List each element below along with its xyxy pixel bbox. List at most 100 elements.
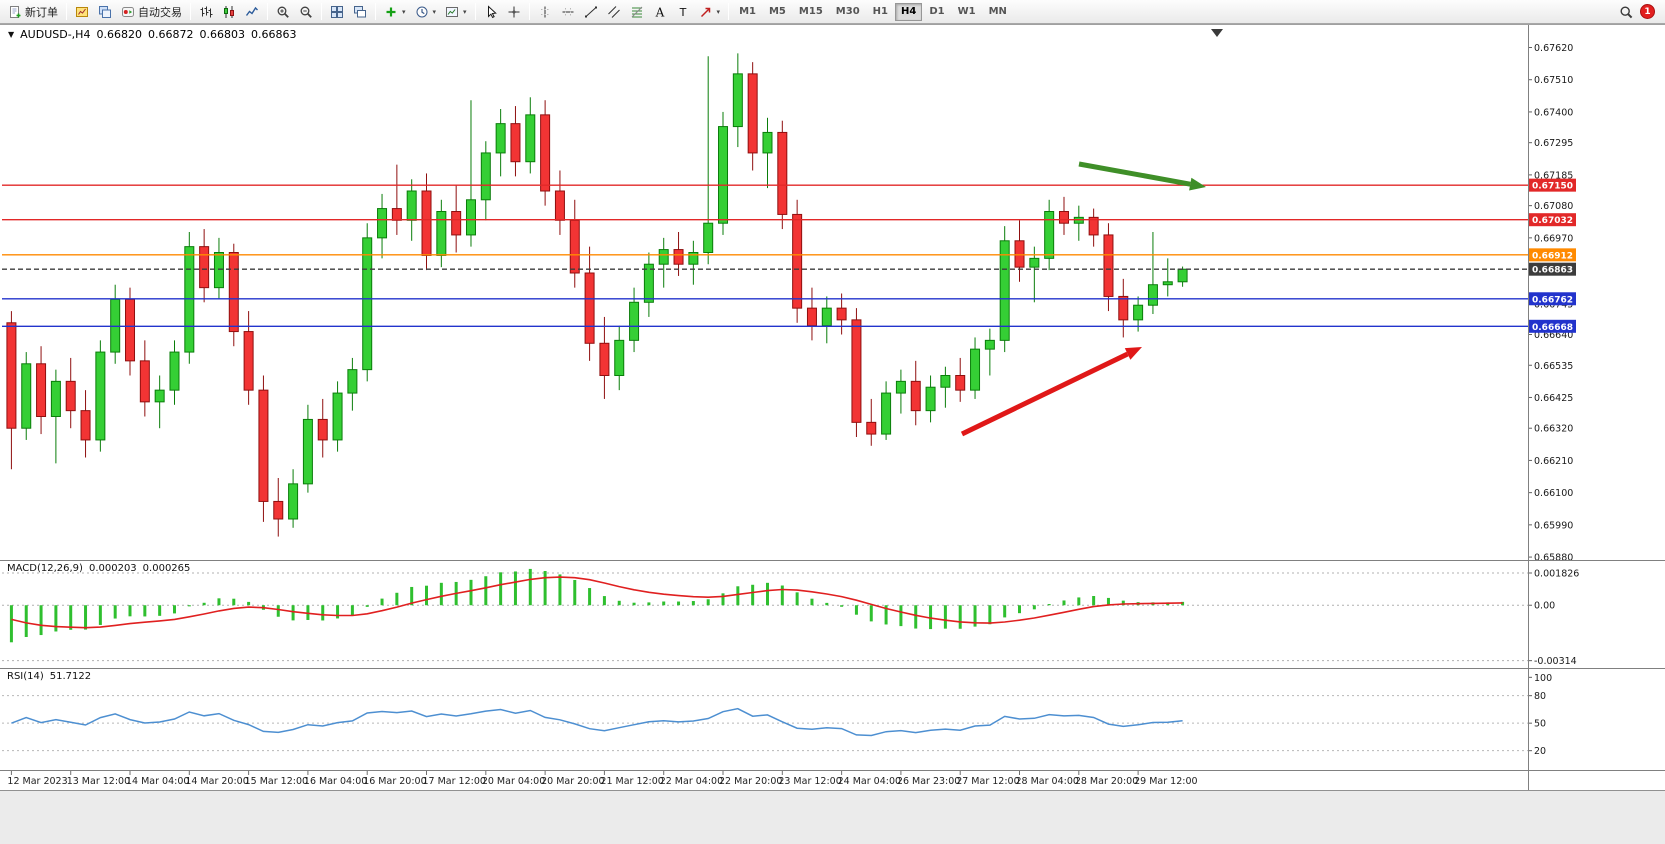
candle[interactable] bbox=[317, 398, 328, 458]
candle[interactable] bbox=[80, 390, 91, 458]
candle[interactable] bbox=[525, 97, 536, 174]
candle[interactable] bbox=[391, 164, 402, 235]
candle[interactable] bbox=[406, 179, 417, 241]
candle[interactable] bbox=[1103, 223, 1114, 312]
candle[interactable] bbox=[184, 232, 195, 364]
candle[interactable] bbox=[940, 366, 951, 408]
candle[interactable] bbox=[999, 226, 1010, 353]
zoom-in-button[interactable] bbox=[272, 2, 294, 22]
profiles-button[interactable] bbox=[94, 2, 116, 22]
candle[interactable] bbox=[243, 311, 254, 405]
candle[interactable] bbox=[614, 325, 625, 391]
macd-pane[interactable]: 0.001826 0.00 -0.00314 bbox=[2, 569, 1579, 668]
chart-shift-marker[interactable] bbox=[1211, 29, 1223, 37]
timeframe-h1[interactable]: H1 bbox=[872, 6, 888, 17]
timeframe-m15[interactable]: M15 bbox=[798, 6, 823, 17]
candle[interactable] bbox=[451, 185, 462, 253]
candle[interactable] bbox=[1162, 258, 1173, 297]
periods-dropdown-arrow[interactable]: ▾ bbox=[432, 7, 437, 16]
candle[interactable] bbox=[480, 141, 491, 221]
symbol-search-button[interactable] bbox=[1615, 2, 1637, 22]
autotrading-button[interactable]: 自动交易 bbox=[117, 2, 186, 22]
candle[interactable] bbox=[910, 360, 921, 426]
timeframe-h4[interactable]: H4 bbox=[894, 2, 923, 21]
candle[interactable] bbox=[984, 328, 995, 376]
price-line-tag[interactable]: 0.66668 bbox=[1529, 319, 1576, 333]
candle[interactable] bbox=[1073, 205, 1084, 241]
candle[interactable] bbox=[881, 381, 892, 440]
candle[interactable] bbox=[510, 106, 521, 177]
green-trend-arrow[interactable] bbox=[1078, 161, 1206, 191]
candle[interactable] bbox=[1118, 278, 1129, 338]
candle[interactable] bbox=[110, 284, 121, 364]
price-lines[interactable]: 0.67150 0.67032 0.66912 0.66863 0.66762 0.666… bbox=[2, 178, 1576, 333]
candle[interactable] bbox=[436, 199, 447, 268]
vertical-line-button[interactable] bbox=[534, 2, 556, 22]
indicators-button[interactable]: ▾ bbox=[380, 2, 410, 22]
candle[interactable] bbox=[925, 375, 936, 423]
red-trend-arrow[interactable] bbox=[960, 347, 1142, 437]
candle[interactable] bbox=[792, 199, 803, 323]
candle[interactable] bbox=[777, 120, 788, 230]
candle[interactable] bbox=[762, 117, 773, 189]
candle[interactable] bbox=[732, 53, 743, 148]
rsi-pane[interactable]: 100 80 50 20 bbox=[2, 673, 1552, 757]
timeframe-m5[interactable]: M5 bbox=[768, 6, 786, 17]
one-click-collapse-icon[interactable]: ▼ bbox=[8, 30, 15, 39]
candle[interactable] bbox=[495, 109, 506, 177]
candle[interactable] bbox=[836, 293, 847, 335]
price-line-tag[interactable]: 0.66762 bbox=[1529, 292, 1576, 306]
candlestick-button[interactable] bbox=[218, 2, 240, 22]
candle[interactable] bbox=[6, 311, 17, 470]
candle[interactable] bbox=[540, 100, 551, 206]
zoom-out-button[interactable] bbox=[295, 2, 317, 22]
bar-chart-button[interactable] bbox=[195, 2, 217, 22]
candle[interactable] bbox=[362, 223, 373, 382]
candle[interactable] bbox=[65, 357, 76, 429]
candle[interactable] bbox=[851, 308, 862, 437]
tile-windows-button[interactable] bbox=[326, 2, 348, 22]
candle[interactable] bbox=[1014, 220, 1025, 282]
price-line-tag[interactable]: 0.67150 bbox=[1529, 178, 1576, 192]
annotations[interactable] bbox=[960, 161, 1206, 437]
candle[interactable] bbox=[1088, 208, 1099, 247]
price-axis[interactable]: 0.67620 0.67510 0.67400 0.67295 0.67185 0.670… bbox=[1528, 43, 1574, 564]
candle[interactable] bbox=[1029, 246, 1040, 303]
text-button[interactable]: A bbox=[649, 2, 671, 22]
line-chart-button[interactable] bbox=[241, 2, 263, 22]
timeframe-d1[interactable]: D1 bbox=[929, 6, 945, 17]
timeframe-mn[interactable]: MN bbox=[988, 6, 1007, 17]
timeframe-w1[interactable]: W1 bbox=[957, 6, 976, 17]
periods-button[interactable]: ▾ bbox=[411, 2, 441, 22]
candle[interactable] bbox=[554, 170, 565, 235]
notification-badge[interactable]: 1 bbox=[1640, 4, 1655, 19]
current-price-tag[interactable]: 0.66863 bbox=[1529, 262, 1576, 276]
text-label-button[interactable]: T bbox=[672, 2, 694, 22]
templates-dropdown-arrow[interactable]: ▾ bbox=[463, 7, 467, 16]
candle[interactable] bbox=[125, 287, 136, 376]
candle[interactable] bbox=[154, 375, 165, 429]
candlestick-series[interactable] bbox=[6, 53, 1188, 537]
templates-button[interactable]: ▾ bbox=[441, 2, 471, 22]
candle[interactable] bbox=[258, 375, 269, 522]
price-line-tag[interactable]: 0.67032 bbox=[1529, 213, 1576, 227]
timeframe-m1[interactable]: M1 bbox=[739, 6, 756, 17]
candle[interactable] bbox=[629, 287, 640, 353]
candle[interactable] bbox=[703, 56, 714, 265]
candle[interactable] bbox=[955, 357, 966, 402]
candle[interactable] bbox=[288, 469, 299, 528]
trendline-button[interactable] bbox=[580, 2, 602, 22]
horizontal-line-button[interactable] bbox=[557, 2, 579, 22]
timeframe-m30[interactable]: M30 bbox=[835, 6, 860, 17]
crosshair-button[interactable] bbox=[503, 2, 525, 22]
candle[interactable] bbox=[377, 193, 388, 259]
arrows-button[interactable]: ▾ bbox=[695, 2, 725, 22]
candle[interactable] bbox=[1044, 199, 1055, 271]
candle[interactable] bbox=[866, 398, 877, 446]
candle[interactable] bbox=[199, 229, 210, 303]
candle[interactable] bbox=[658, 237, 669, 288]
candle[interactable] bbox=[169, 340, 180, 405]
candle[interactable] bbox=[895, 369, 906, 414]
